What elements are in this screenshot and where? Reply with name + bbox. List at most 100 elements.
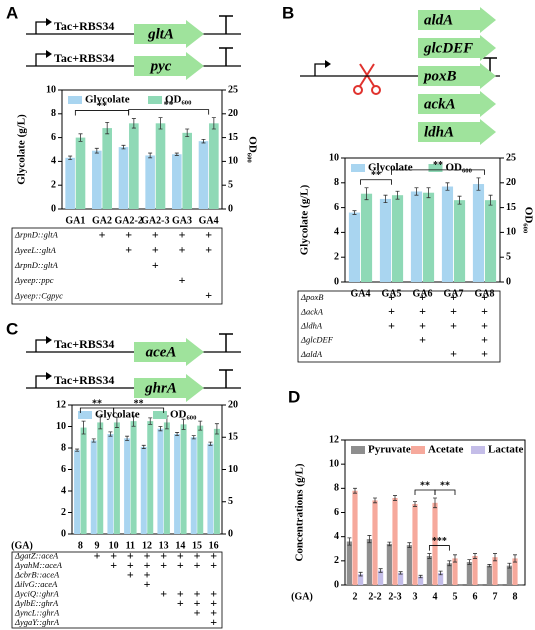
table-cell: + [125,243,132,257]
y-tick-label: 2 [61,507,66,518]
gene-label: gltA [147,26,174,42]
bar [422,192,435,282]
significance-label: ** [440,480,450,491]
error-bar [68,155,73,161]
bar [92,150,102,209]
x-tick-label: GA2 [92,215,112,226]
legend-label: OD₆₀₀ [446,162,473,174]
error-bar [94,147,99,154]
bar [97,422,104,534]
legend-swatch [428,164,443,172]
bar [386,543,392,585]
table-cell: + [481,304,488,318]
bar [492,557,498,585]
terminator [219,333,233,352]
error-bar [387,541,392,547]
x-tick-label: GA8 [475,288,495,299]
row-label: ΔylbE::ghrA [14,598,59,608]
bar [75,137,86,209]
y-axis-label: Glycolate (g/L) [16,114,28,185]
promoter-head [46,50,52,58]
x-tick-label: GA2-3 [141,215,169,226]
table-cell: + [144,558,151,572]
legend-swatch [471,446,485,454]
significance-bracket [360,179,392,185]
table-cell: + [125,227,132,241]
row-label: ΔldhA [300,320,323,330]
gene-arrow [134,338,204,366]
gene-arrow [418,91,496,117]
error-bar [108,431,113,437]
row-label: ΔilvG::aceA [14,579,58,589]
y-tick-label: 0 [334,579,339,590]
bar [360,193,373,282]
bar [472,184,485,282]
y-tick-label: 4 [334,227,339,238]
table-cell: + [179,273,186,287]
error-bar [367,535,372,544]
row-label: ΔaldA [300,349,323,359]
significance-bracket [391,169,485,175]
bar [102,128,112,209]
row-label: ΔglcDEF [300,335,334,345]
bar [80,427,87,534]
y-tick-label: 12 [56,399,66,410]
y2-tick-label: 15 [228,432,238,443]
table-cell: + [110,558,117,572]
promoter [35,21,46,34]
error-bar [114,416,119,428]
row-label: ΔyncL::ghrA [14,608,60,618]
error-bar [141,444,146,449]
legend-swatch [351,164,365,172]
y-tick-label: 6 [51,132,56,143]
bar [90,440,97,534]
table-cell: + [481,318,488,332]
gene-label: aceA [146,344,177,360]
error-bar [131,415,136,427]
y-tick-label: 6 [61,464,66,475]
panel-label: C [6,319,18,338]
plot-frame [344,157,501,283]
y-tick-label: 6 [334,202,339,213]
table-frame [297,290,501,363]
terminator [219,47,233,66]
bar [372,500,378,585]
bar [410,191,423,282]
bar [441,186,454,282]
bar [113,422,120,534]
panel-label: B [282,3,294,22]
error-bar [433,497,437,509]
error-bar [476,177,481,191]
y2-tick-label: 20 [506,177,516,188]
bar [147,421,154,534]
error-bar [418,574,423,579]
error-bar [445,182,450,191]
table-cell: + [177,549,184,563]
table-cell: + [450,318,457,332]
bar [182,132,192,209]
x-tick-label: 12 [142,540,152,551]
x-tick-label: 13 [159,540,169,551]
table-cell: + [127,568,134,582]
error-bar [395,190,400,200]
table-cell: + [127,558,134,572]
row-label: ΔyahM::aceA [14,560,63,570]
y-tick-label: 2 [51,179,56,190]
legend-label: OD₆₀₀ [165,94,192,106]
table-frame [11,227,223,305]
error-bar [158,117,163,130]
bar [392,498,398,585]
promoter-label: Tac+RBS34 [54,51,114,65]
table-cell: + [205,288,212,302]
table-cell: + [152,227,159,241]
table-cell: + [210,587,217,601]
legend-swatch [153,411,167,419]
error-bar [488,194,493,206]
table-cell: + [177,596,184,610]
table-cell: + [450,347,457,361]
table-cell: + [450,290,457,304]
panel-label: D [288,387,300,406]
error-bar [467,559,472,565]
bar [512,558,518,585]
